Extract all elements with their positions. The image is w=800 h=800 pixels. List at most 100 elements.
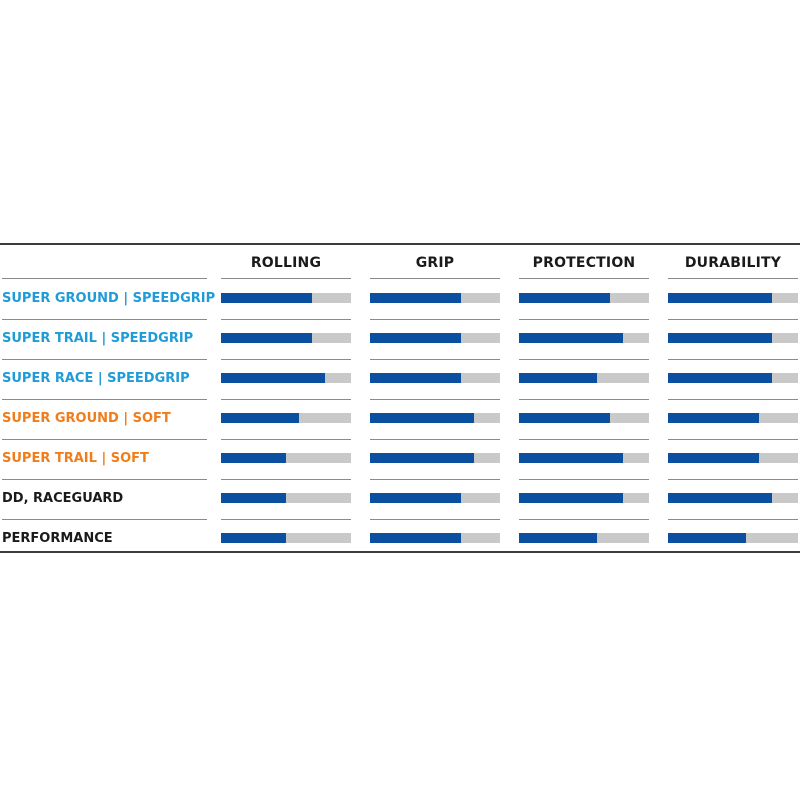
bar-track [370,493,500,503]
bar-super-trail-speedgrip-durability [668,333,772,343]
row-separator [2,399,207,400]
bar-super-race-speedgrip-durability [668,373,772,383]
row-separator [2,359,207,360]
bar-track [370,453,500,463]
row-label-super-ground-speedgrip: SUPER GROUND | SPEEDGRIP [2,291,216,306]
bar-track [519,293,649,303]
row-label-super-trail-speedgrip: SUPER TRAIL | SPEEDGRIP [2,331,194,346]
bar-super-ground-speedgrip-protection [519,293,610,303]
row-separator [519,439,649,440]
row-separator [519,519,649,520]
bar-performance-protection [519,533,597,543]
row-separator [668,319,798,320]
row-separator [519,319,649,320]
bar-super-ground-soft-rolling [221,413,299,423]
bar-track [519,333,649,343]
row-separator [221,439,351,440]
bar-track [519,373,649,383]
bar-track [519,453,649,463]
bar-super-ground-soft-grip [370,413,474,423]
row-separator [370,439,500,440]
row-separator [2,319,207,320]
row-separator [2,439,207,440]
row-separator [668,519,798,520]
bar-super-trail-soft-rolling [221,453,286,463]
bar-track [668,413,798,423]
row-separator [668,479,798,480]
label-header-rule [2,278,207,279]
column-header-rule [519,278,649,279]
bar-track [370,413,500,423]
row-separator [370,399,500,400]
bar-super-race-speedgrip-grip [370,373,461,383]
bar-super-ground-speedgrip-rolling [221,293,312,303]
row-separator [370,319,500,320]
row-separator [2,479,207,480]
table-top-rule [0,243,800,245]
row-separator [221,519,351,520]
bar-track [370,333,500,343]
bar-super-trail-speedgrip-grip [370,333,461,343]
column-header-rule [221,278,351,279]
row-separator [370,479,500,480]
bar-track [221,453,351,463]
bar-track [370,373,500,383]
bar-super-trail-soft-durability [668,453,759,463]
row-separator [221,479,351,480]
column-header-durability: DURABILITY [684,255,782,271]
row-separator [221,399,351,400]
bar-super-ground-soft-durability [668,413,759,423]
row-label-performance: PERFORMANCE [2,531,113,546]
row-separator [519,399,649,400]
bar-track [221,333,351,343]
tire-comparison-table: ROLLING GRIP PROTECTION DURABILITY SUPER GRO… [0,243,800,553]
bar-track [519,493,649,503]
bar-track [221,373,351,383]
row-separator [519,359,649,360]
bar-dd-raceguard-grip [370,493,461,503]
bar-super-race-speedgrip-rolling [221,373,325,383]
row-separator [370,519,500,520]
bar-track [221,413,351,423]
bar-performance-grip [370,533,461,543]
bar-super-trail-speedgrip-protection [519,333,623,343]
bar-super-trail-soft-grip [370,453,474,463]
bar-track [519,533,649,543]
row-label-dd-raceguard: DD, RACEGUARD [2,491,124,506]
row-separator [221,319,351,320]
bar-track [668,333,798,343]
row-label-super-ground-soft: SUPER GROUND | SOFT [2,411,171,426]
column-header-protection: PROTECTION [532,255,636,271]
bar-super-trail-soft-protection [519,453,623,463]
bar-performance-rolling [221,533,286,543]
row-separator [221,359,351,360]
bar-super-trail-speedgrip-rolling [221,333,312,343]
bar-dd-raceguard-protection [519,493,623,503]
row-separator [668,359,798,360]
bar-dd-raceguard-rolling [221,493,286,503]
bar-track [519,413,649,423]
bar-track [668,533,798,543]
row-separator [370,359,500,360]
column-header-grip: GRIP [415,255,455,271]
column-header-rule [370,278,500,279]
bar-super-ground-soft-protection [519,413,610,423]
column-header-rule [668,278,798,279]
bar-track [221,533,351,543]
row-separator [668,399,798,400]
row-separator [2,519,207,520]
bar-track [370,533,500,543]
bar-dd-raceguard-durability [668,493,772,503]
bar-track [668,373,798,383]
bar-track [221,293,351,303]
table-bottom-rule [0,551,800,553]
row-label-super-race-speedgrip: SUPER RACE | SPEEDGRIP [2,371,190,386]
bar-track [668,293,798,303]
bar-track [221,493,351,503]
bar-super-ground-speedgrip-grip [370,293,461,303]
bar-super-ground-speedgrip-durability [668,293,772,303]
bar-track [370,293,500,303]
bar-track [668,453,798,463]
row-separator [519,479,649,480]
row-label-super-trail-soft: SUPER TRAIL | SOFT [2,451,149,466]
